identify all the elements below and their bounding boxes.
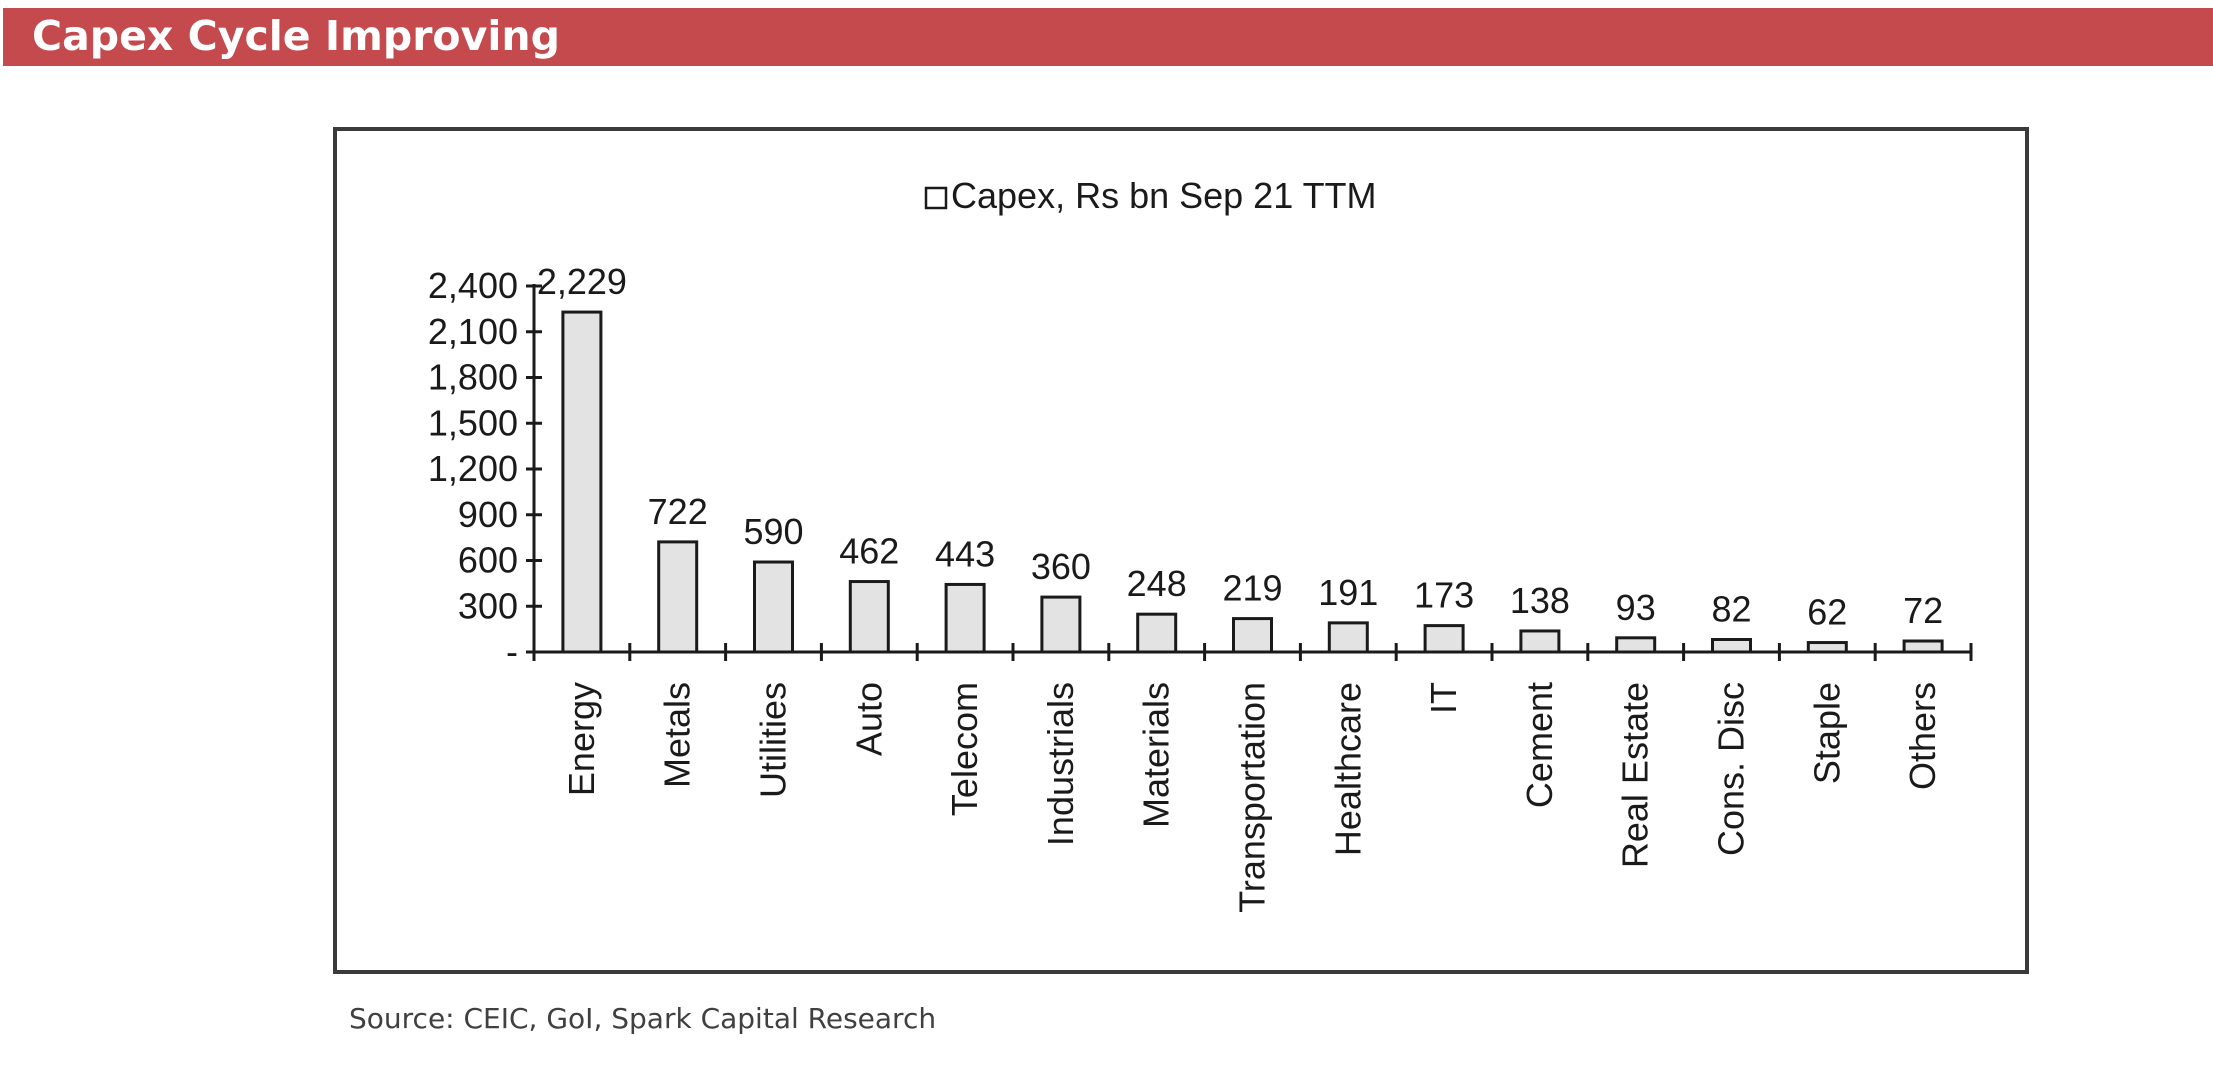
data-label: 590: [743, 511, 803, 552]
legend-swatch: [924, 186, 948, 210]
x-tick-label: Staple: [1806, 682, 1847, 784]
x-tick-label: Real Estate: [1615, 682, 1656, 868]
data-label: 443: [935, 533, 995, 574]
x-tick-label: Cons. Disc: [1711, 682, 1752, 856]
y-tick-label: 900: [458, 494, 518, 535]
bar: [1423, 624, 1465, 654]
x-tick-label: Healthcare: [1327, 682, 1368, 856]
data-label: 722: [648, 491, 708, 532]
bar: [1806, 641, 1848, 654]
x-tick-label: Transportation: [1232, 682, 1273, 913]
data-label: 138: [1510, 580, 1570, 621]
y-tick-label: 2,400: [428, 265, 518, 306]
data-label: 2,229: [537, 261, 627, 302]
x-tick-label: Energy: [561, 682, 602, 796]
data-label: 62: [1807, 592, 1847, 633]
chart-frame: Capex, Rs bn Sep 21 TTM - 300 600 900 1,200 1,…: [333, 127, 2029, 974]
bar: [561, 310, 603, 654]
y-tick-label: -: [506, 631, 518, 672]
data-label: 219: [1222, 568, 1282, 609]
y-tick-label: 300: [458, 585, 518, 626]
source-note: Source: CEIC, GoI, Spark Capital Researc…: [349, 1002, 937, 1035]
x-tick-label: Industrials: [1040, 682, 1081, 846]
data-label: 462: [839, 531, 899, 572]
bar: [657, 540, 699, 654]
y-tick-label: 2,100: [428, 311, 518, 352]
bar: [848, 580, 890, 654]
bar: [753, 560, 794, 654]
bar: [1040, 595, 1082, 654]
data-label: 248: [1127, 563, 1187, 604]
data-label: 191: [1318, 572, 1378, 613]
bar: [1327, 621, 1369, 654]
x-tick-label: Telecom: [944, 682, 985, 816]
x-tick-label: IT: [1423, 682, 1464, 714]
bar: [1519, 629, 1561, 654]
bar: [1615, 636, 1657, 654]
x-tick-label: Materials: [1136, 682, 1177, 828]
y-tick-label: 1,200: [428, 448, 518, 489]
x-tick-label: Cement: [1519, 682, 1560, 808]
y-tick-label: 1,500: [428, 402, 518, 443]
data-label: 82: [1711, 588, 1751, 629]
data-label: 360: [1031, 546, 1091, 587]
data-label: 173: [1414, 575, 1474, 616]
page-title: Capex Cycle Improving: [32, 12, 560, 60]
data-label: 72: [1903, 590, 1943, 631]
x-tick-label: Auto: [848, 682, 889, 756]
bar: [944, 582, 986, 654]
bar: [1711, 637, 1752, 654]
x-tick-label: Metals: [657, 682, 698, 788]
y-tick-label: 600: [458, 540, 518, 581]
x-tick-label: Utilities: [753, 682, 794, 798]
x-tick-label: Others: [1902, 682, 1943, 790]
legend-label: Capex, Rs bn Sep 21 TTM: [951, 175, 1377, 216]
title-banner: Capex Cycle Improving: [3, 8, 2213, 66]
data-label: 93: [1616, 587, 1656, 628]
bar: [1136, 612, 1178, 654]
bar: [1902, 639, 1944, 654]
bar: [1232, 617, 1273, 654]
y-tick-label: 1,800: [428, 357, 518, 398]
